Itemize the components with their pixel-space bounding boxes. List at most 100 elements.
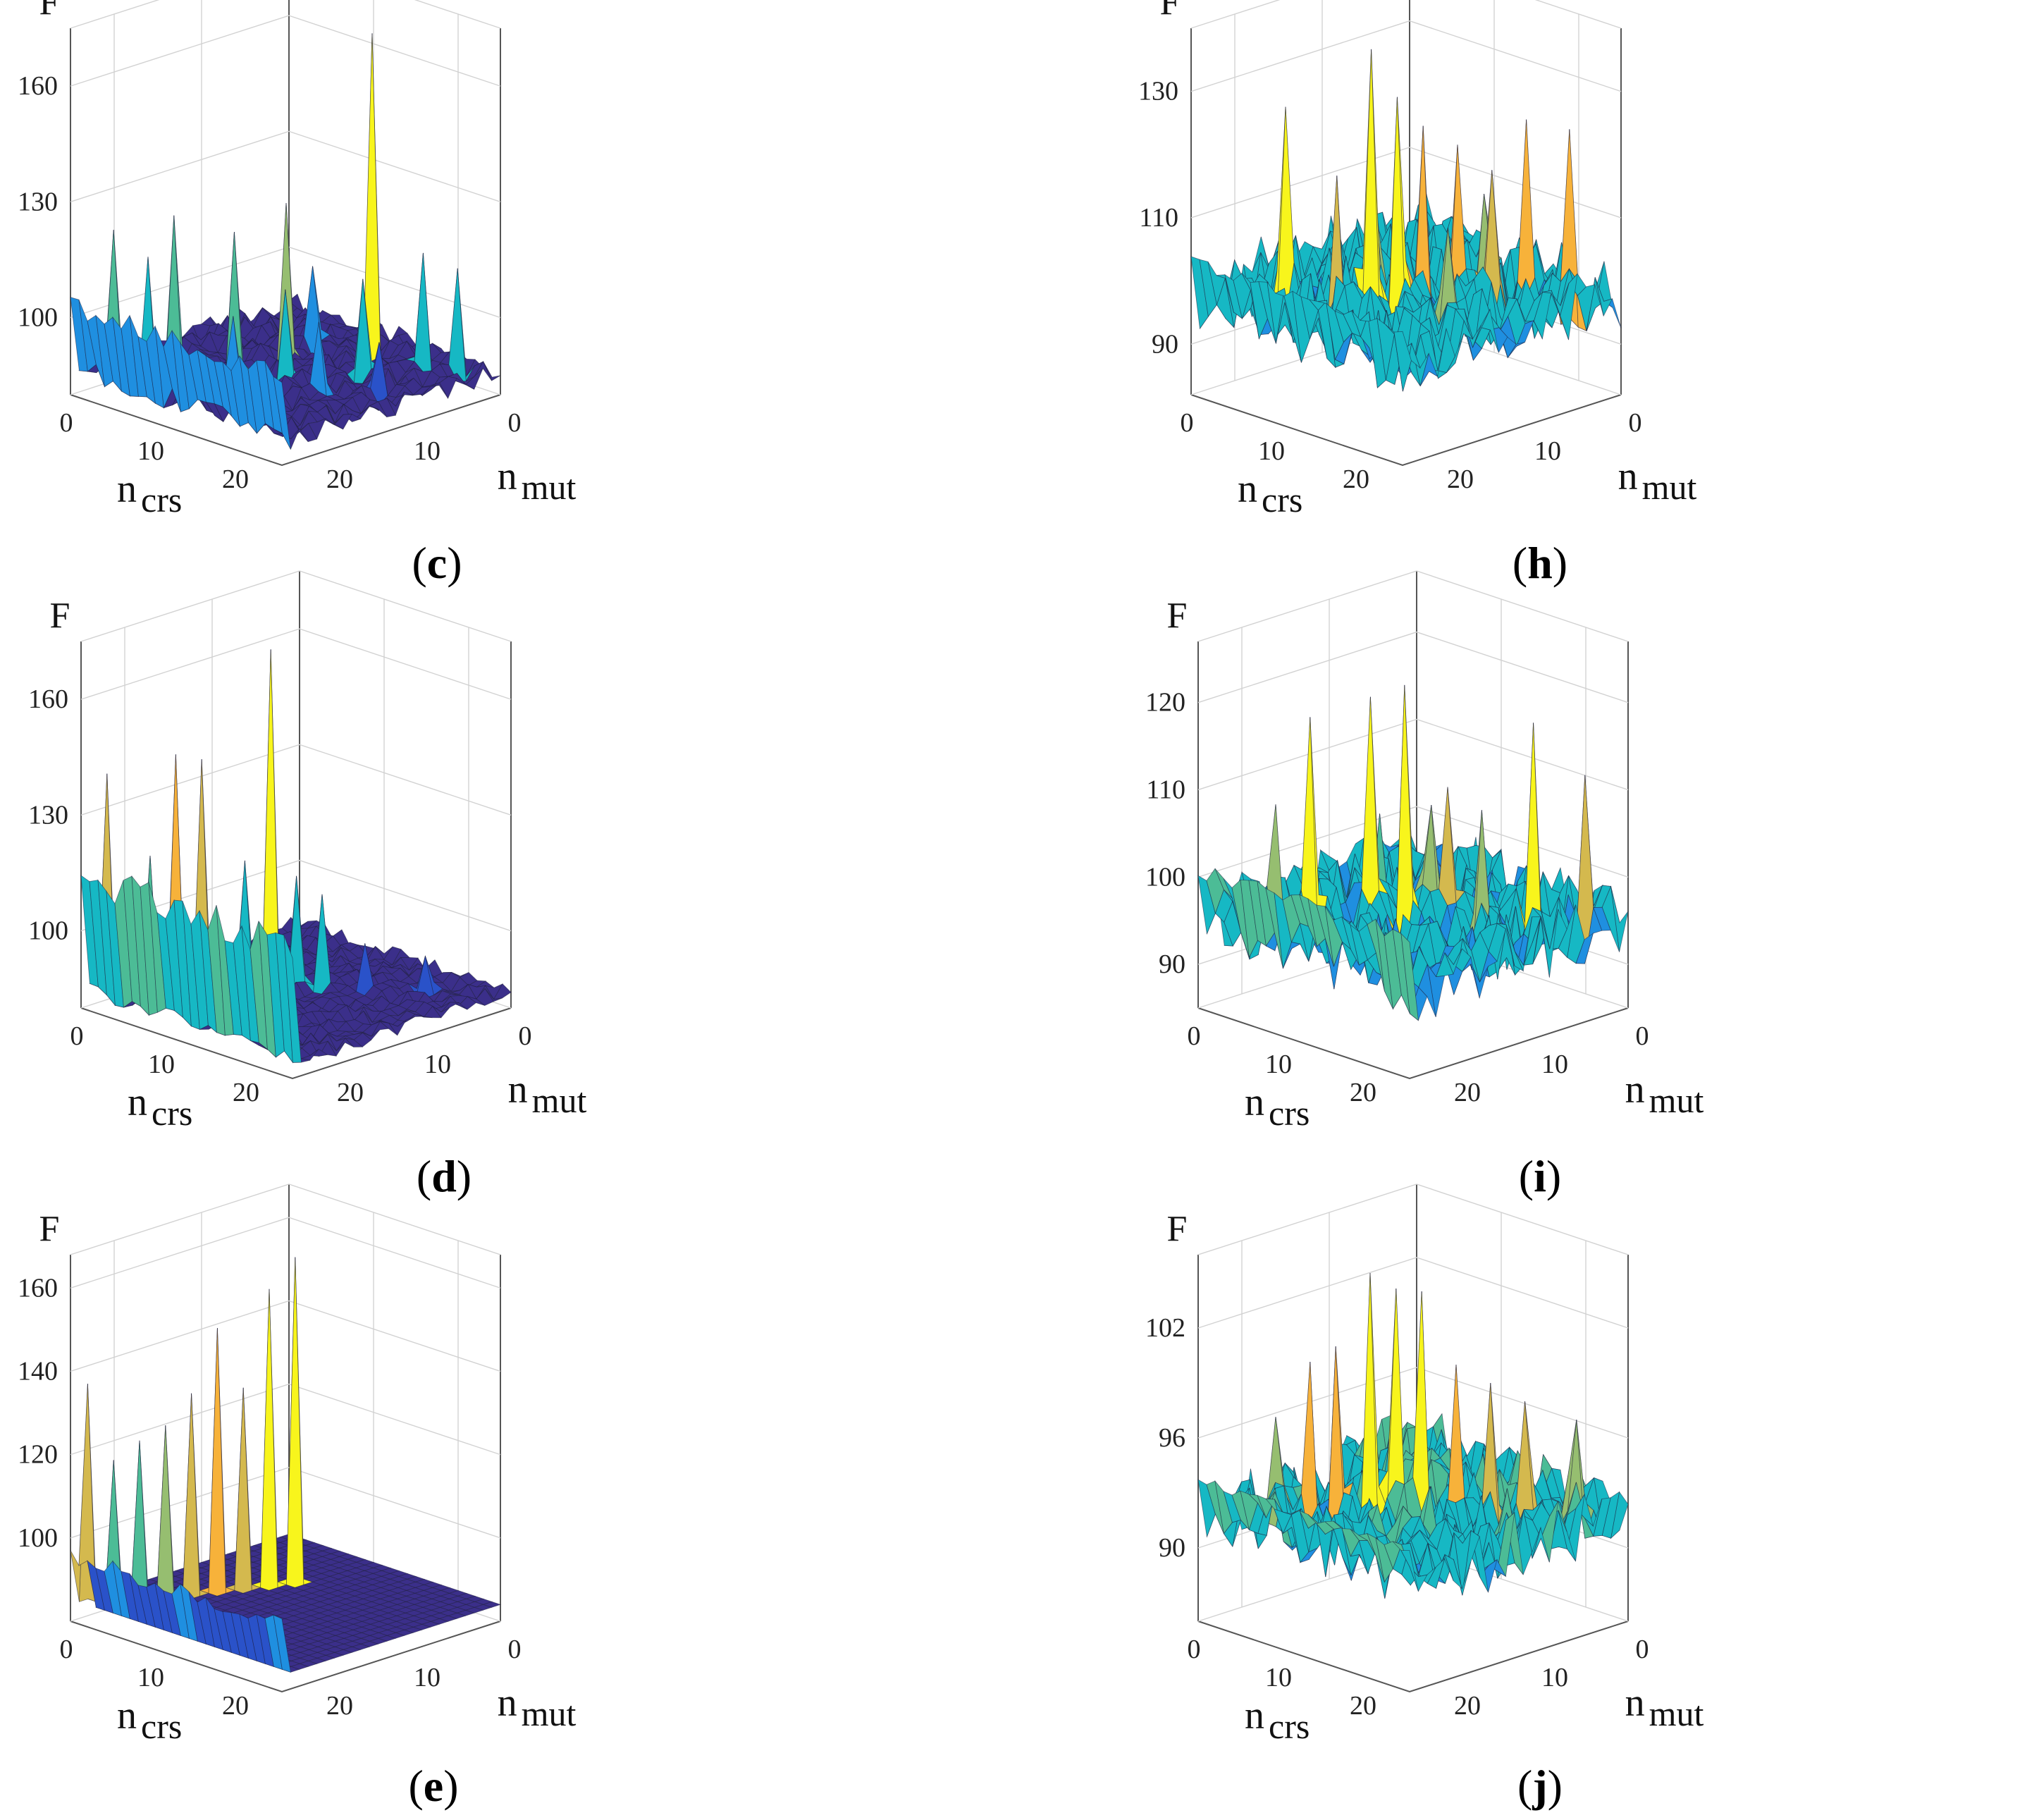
surface-patch — [273, 376, 291, 450]
y-tick-label: 10 — [1541, 1663, 1568, 1692]
z-gridline — [80, 744, 512, 816]
surface-patch — [1400, 1550, 1419, 1592]
surface-patch — [1560, 129, 1579, 283]
z-gridline — [70, 130, 501, 202]
panel-c: 100 130 160 0 10 20 0 10 20 Fn crs n mut (c) — [18, 0, 576, 588]
surface-patch — [234, 1387, 252, 1594]
z-tick-label: 100 — [18, 1523, 58, 1553]
z-tick-label: 102 — [1145, 1313, 1185, 1343]
surface-patch — [448, 268, 467, 382]
z-axis-label: F — [39, 0, 60, 23]
panel-caption: (h) — [1512, 538, 1567, 588]
panel-d: 100 130 160 0 10 20 0 10 20 Fn crs n mut (d) — [28, 570, 587, 1201]
panel-c-surface — [70, 33, 501, 450]
panel-e-surface — [70, 1257, 502, 1673]
y-tick-label: 20 — [337, 1078, 364, 1107]
panel-c-ticks: 100 130 160 0 10 20 0 10 20 — [18, 71, 522, 494]
z-gridline — [1190, 20, 1622, 92]
y-tick-label: 10 — [424, 1050, 451, 1079]
y-tick-label: 10 — [1541, 1050, 1568, 1079]
z-tick-label: 90 — [1152, 329, 1178, 359]
x-tick-label: 0 — [1188, 1021, 1201, 1051]
surface-patch — [1387, 1288, 1405, 1509]
surface-patch — [208, 1328, 226, 1597]
surface-patch — [1400, 933, 1419, 1021]
x-axis-label: n crs — [1238, 467, 1302, 519]
x-tick-label: 10 — [137, 436, 164, 466]
y-tick-label: 0 — [519, 1021, 532, 1051]
z-gridline — [1197, 718, 1629, 791]
panel-d-surface — [80, 649, 512, 1064]
x-axis-label: n crs — [117, 467, 182, 519]
panel-caption: (e) — [408, 1761, 458, 1811]
y-axis-label: n mut — [1625, 1681, 1704, 1733]
y-tick-label: 0 — [508, 408, 522, 438]
surface-patch — [1362, 49, 1381, 319]
y-tick-label: 10 — [414, 436, 440, 466]
surface-patch — [156, 1425, 175, 1602]
x-tick-label: 0 — [60, 1635, 73, 1664]
y-axis-label: n mut — [1625, 1068, 1704, 1120]
surface-patch — [182, 1393, 201, 1599]
panel-i-ticks: 90 100 110 120 0 10 20 0 10 20 — [1145, 688, 1649, 1107]
z-gridline — [70, 15, 501, 87]
z-axis-label: F — [50, 596, 70, 636]
surface-patch — [260, 1289, 278, 1591]
x-axis-label: n crs — [1245, 1081, 1310, 1133]
y-tick-label: 20 — [1447, 465, 1474, 494]
x-tick-label: 0 — [60, 408, 73, 438]
y-axis-label: n mut — [498, 455, 577, 507]
z-tick-label: 130 — [18, 187, 58, 216]
x-tick-label: 10 — [148, 1050, 175, 1079]
z-tick-label: 160 — [18, 71, 58, 101]
z-axis-label: F — [1167, 1209, 1188, 1249]
x-tick-label: 20 — [1343, 465, 1369, 494]
z-tick-label: 140 — [18, 1356, 58, 1386]
y-axis-label: n mut — [498, 1681, 577, 1733]
panel-e-ticks: 100 120 140 160 0 10 20 0 10 20 — [18, 1273, 522, 1721]
panel-i: 90 100 110 120 0 10 20 0 10 20 Fn crs n mut (i) — [1145, 570, 1704, 1201]
panel-j-grid — [1197, 1183, 1629, 1693]
z-gridline — [80, 628, 512, 700]
z-tick-label: 110 — [1146, 775, 1185, 804]
z-gridline — [70, 1383, 501, 1456]
x-tick-label: 0 — [1188, 1635, 1201, 1664]
z-tick-label: 96 — [1159, 1423, 1185, 1453]
x-tick-label: 20 — [1350, 1691, 1376, 1721]
z-gridline — [1197, 631, 1629, 703]
panel-e: 100 120 140 160 0 10 20 0 10 20 Fn crs n mut (e) — [18, 1183, 577, 1811]
z-tick-label: 100 — [1145, 862, 1185, 892]
x-axis-label: n crs — [1245, 1694, 1310, 1746]
y-tick-label: 20 — [1454, 1691, 1481, 1721]
z-gridline — [1197, 1367, 1629, 1439]
y-tick-label: 0 — [1636, 1021, 1649, 1051]
y-axis-label: n mut — [508, 1068, 587, 1120]
z-gridline — [70, 1217, 501, 1289]
y-tick-label: 0 — [1629, 408, 1642, 438]
z-tick-label: 90 — [1159, 1533, 1185, 1563]
panel-h-surface — [1190, 49, 1622, 392]
z-tick-label: 130 — [1138, 77, 1178, 106]
z-tick-label: 120 — [18, 1440, 58, 1470]
y-tick-label: 10 — [414, 1663, 440, 1692]
surface-patch — [1517, 119, 1536, 298]
z-gridline — [1197, 1257, 1629, 1329]
y-tick-label: 0 — [508, 1635, 522, 1664]
z-tick-label: 110 — [1139, 203, 1178, 233]
x-tick-label: 20 — [222, 465, 249, 494]
surface-patch — [273, 1614, 291, 1673]
surface-patch — [283, 935, 302, 1063]
surface-patch — [1393, 331, 1412, 392]
x-tick-label: 20 — [233, 1078, 259, 1107]
y-tick-label: 0 — [1636, 1635, 1649, 1664]
z-tick-label: 100 — [28, 916, 68, 946]
panel-caption: (c) — [412, 538, 462, 588]
x-tick-label: 10 — [1265, 1050, 1292, 1079]
panel-i-surface — [1197, 684, 1629, 1021]
panel-caption: (j) — [1517, 1761, 1563, 1811]
x-tick-label: 10 — [1258, 436, 1285, 466]
panel-caption: (d) — [417, 1151, 472, 1201]
